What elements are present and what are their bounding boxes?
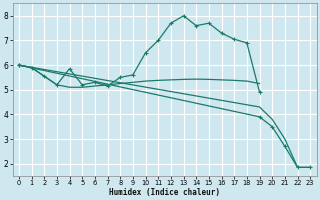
X-axis label: Humidex (Indice chaleur): Humidex (Indice chaleur) (109, 188, 220, 197)
